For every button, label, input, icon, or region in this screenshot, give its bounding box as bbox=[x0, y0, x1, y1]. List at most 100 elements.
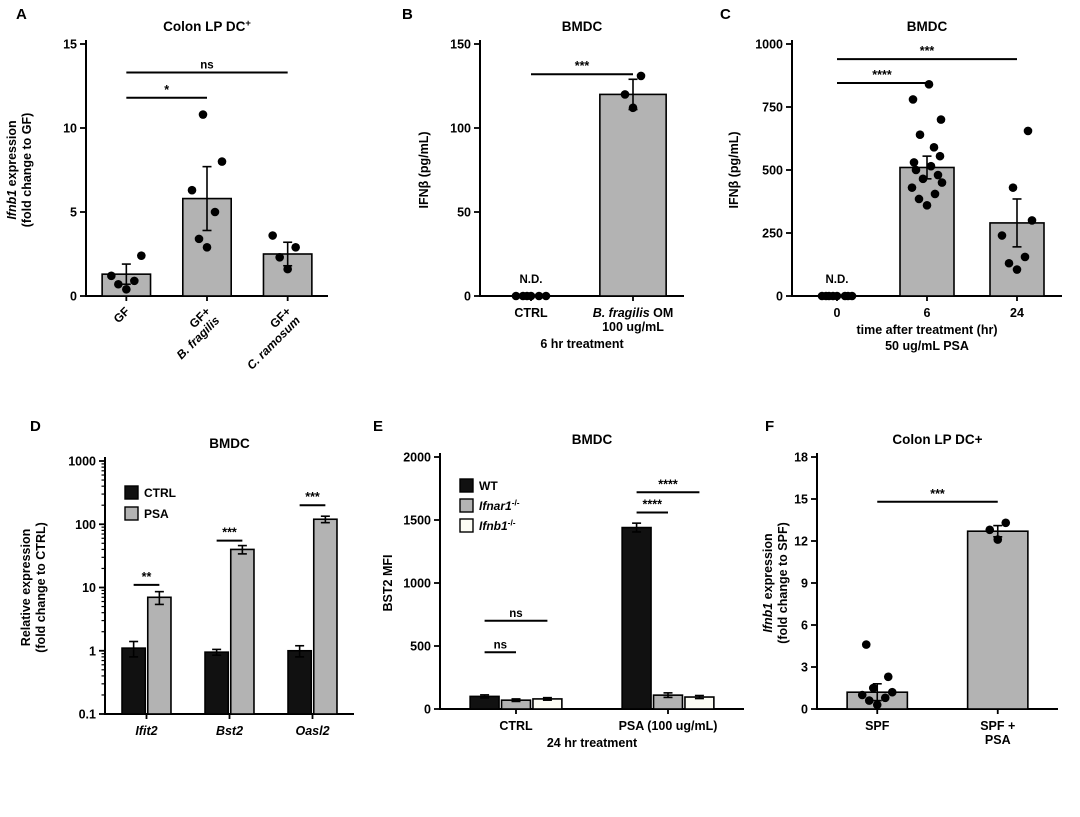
panel-letter-d: D bbox=[30, 418, 41, 435]
svg-text:***: *** bbox=[575, 59, 590, 73]
svg-text:50 ug/mL PSA: 50 ug/mL PSA bbox=[885, 339, 969, 353]
svg-text:10: 10 bbox=[63, 122, 77, 136]
svg-text:PSA (100 ug/mL): PSA (100 ug/mL) bbox=[619, 719, 718, 733]
svg-text:Bst2: Bst2 bbox=[216, 724, 243, 738]
svg-text:100 ug/mL: 100 ug/mL bbox=[602, 320, 664, 334]
svg-text:****: **** bbox=[872, 68, 892, 82]
svg-text:0: 0 bbox=[834, 306, 841, 320]
svg-text:(fold change to GF): (fold change to GF) bbox=[20, 113, 34, 228]
svg-text:15: 15 bbox=[63, 38, 77, 52]
svg-text:1000: 1000 bbox=[403, 577, 431, 591]
svg-text:12: 12 bbox=[794, 535, 808, 549]
svg-text:1500: 1500 bbox=[403, 514, 431, 528]
svg-text:CTRL: CTRL bbox=[514, 306, 548, 320]
svg-text:*: * bbox=[164, 83, 169, 97]
panel-letter-e: E bbox=[373, 418, 384, 435]
panel-f: F Colon LP DC+ Ifnb1 expression (fold chan… bbox=[761, 409, 1080, 817]
svg-text:B. fragilis OM: B. fragilis OM bbox=[593, 306, 674, 320]
svg-text:Ifnb1 expression: Ifnb1 expression bbox=[761, 533, 775, 632]
panel-c: C BMDC IFNβ (pg/mL) 0 250 500 750 1000 N.D. ****… bbox=[712, 0, 1080, 408]
svg-text:***: *** bbox=[930, 487, 945, 501]
svg-text:CTRL: CTRL bbox=[499, 719, 533, 733]
svg-text:****: **** bbox=[658, 477, 678, 491]
svg-text:6: 6 bbox=[924, 306, 931, 320]
svg-text:6 hr treatment: 6 hr treatment bbox=[540, 337, 624, 351]
chart-canvas-b: BMDC IFNβ (pg/mL) 0 50 100 150 N.D. *** CTRL B. f… bbox=[417, 19, 684, 351]
svg-text:****: **** bbox=[643, 497, 663, 511]
svg-text:50: 50 bbox=[457, 206, 471, 220]
svg-text:BST2 MFI: BST2 MFI bbox=[381, 555, 395, 612]
svg-text:ns: ns bbox=[494, 639, 507, 651]
svg-text:9: 9 bbox=[801, 577, 808, 591]
svg-text:(fold change to SPF): (fold change to SPF) bbox=[776, 522, 790, 644]
svg-text:CTRL: CTRL bbox=[144, 486, 176, 500]
svg-text:24 hr treatment: 24 hr treatment bbox=[547, 736, 638, 750]
svg-text:750: 750 bbox=[762, 101, 783, 115]
svg-text:PSA: PSA bbox=[144, 507, 169, 521]
panel-letter-c: C bbox=[720, 6, 731, 23]
svg-text:500: 500 bbox=[762, 164, 783, 178]
svg-text:IFNβ (pg/mL): IFNβ (pg/mL) bbox=[417, 131, 431, 208]
svg-text:150: 150 bbox=[450, 38, 471, 52]
svg-text:GF: GF bbox=[111, 304, 133, 326]
svg-text:15: 15 bbox=[794, 493, 808, 507]
svg-text:***: *** bbox=[305, 490, 320, 504]
svg-text:N.D.: N.D. bbox=[520, 274, 543, 286]
svg-text:IFNβ (pg/mL): IFNβ (pg/mL) bbox=[727, 131, 741, 208]
svg-text:***: *** bbox=[222, 526, 237, 540]
svg-text:100: 100 bbox=[75, 518, 96, 532]
svg-text:BMDC: BMDC bbox=[209, 436, 250, 451]
svg-text:2000: 2000 bbox=[403, 451, 431, 465]
panel-e: E BMDC BST2 MFI 0 500 1000 1500 2000 ns ns **** **… bbox=[370, 409, 762, 817]
chart-canvas-e: BMDC BST2 MFI 0 500 1000 1500 2000 ns ns **** ****… bbox=[381, 432, 744, 750]
svg-text:Ifnar1-/-: Ifnar1-/- bbox=[479, 497, 520, 513]
svg-text:N.D.: N.D. bbox=[826, 274, 849, 286]
svg-text:0: 0 bbox=[776, 290, 783, 304]
svg-text:SPF +: SPF + bbox=[980, 719, 1015, 733]
svg-text:0: 0 bbox=[801, 703, 808, 717]
svg-text:PSA: PSA bbox=[985, 733, 1011, 747]
svg-text:1: 1 bbox=[89, 644, 96, 658]
svg-text:(fold change to CTRL): (fold change to CTRL) bbox=[34, 522, 48, 653]
svg-text:250: 250 bbox=[762, 227, 783, 241]
svg-text:1000: 1000 bbox=[68, 455, 96, 469]
svg-text:24: 24 bbox=[1010, 306, 1024, 320]
svg-text:1000: 1000 bbox=[755, 38, 783, 52]
svg-text:0: 0 bbox=[70, 290, 77, 304]
svg-text:BMDC: BMDC bbox=[572, 432, 613, 447]
svg-text:ns: ns bbox=[200, 60, 213, 72]
svg-text:0.1: 0.1 bbox=[79, 708, 96, 722]
svg-text:10: 10 bbox=[82, 581, 96, 595]
panel-letter-f: F bbox=[765, 418, 775, 435]
svg-text:Ifnb1 expression: Ifnb1 expression bbox=[5, 120, 19, 219]
svg-text:time after treatment (hr): time after treatment (hr) bbox=[857, 323, 998, 337]
svg-text:18: 18 bbox=[794, 451, 808, 465]
panel-letter-a: A bbox=[16, 6, 27, 23]
svg-text:WT: WT bbox=[479, 479, 498, 493]
svg-text:Oasl2: Oasl2 bbox=[295, 724, 329, 738]
svg-text:BMDC: BMDC bbox=[907, 19, 948, 34]
chart-canvas-f: Colon LP DC+ Ifnb1 expression (fold change… bbox=[761, 432, 1058, 747]
svg-text:0: 0 bbox=[424, 703, 431, 717]
chart-canvas-d: BMDC Relative expression (fold change to C… bbox=[19, 436, 354, 738]
svg-text:0: 0 bbox=[464, 290, 471, 304]
svg-text:6: 6 bbox=[801, 619, 808, 633]
svg-text:Ifnb1-/-: Ifnb1-/- bbox=[479, 517, 516, 533]
svg-text:SPF: SPF bbox=[865, 719, 890, 733]
chart-canvas-a: Colon LP DC+ Ifnb1 expression (fold change… bbox=[5, 18, 328, 372]
panel-d: D BMDC Relative expression (fold change to… bbox=[10, 409, 370, 817]
svg-text:Ifit2: Ifit2 bbox=[135, 724, 157, 738]
svg-text:**: ** bbox=[142, 570, 152, 584]
svg-text:Colon LP DC+: Colon LP DC+ bbox=[892, 432, 982, 447]
svg-text:ns: ns bbox=[509, 608, 522, 620]
svg-text:100: 100 bbox=[450, 122, 471, 136]
svg-text:Colon LP DC+: Colon LP DC+ bbox=[163, 18, 251, 34]
svg-text:500: 500 bbox=[410, 640, 431, 654]
svg-text:Relative expression: Relative expression bbox=[19, 529, 33, 646]
svg-text:5: 5 bbox=[70, 206, 77, 220]
panel-b: B BMDC IFNβ (pg/mL) 0 50 100 150 N.D. *** CTRL B.… bbox=[372, 0, 712, 408]
svg-text:3: 3 bbox=[801, 661, 808, 675]
svg-text:BMDC: BMDC bbox=[562, 19, 603, 34]
